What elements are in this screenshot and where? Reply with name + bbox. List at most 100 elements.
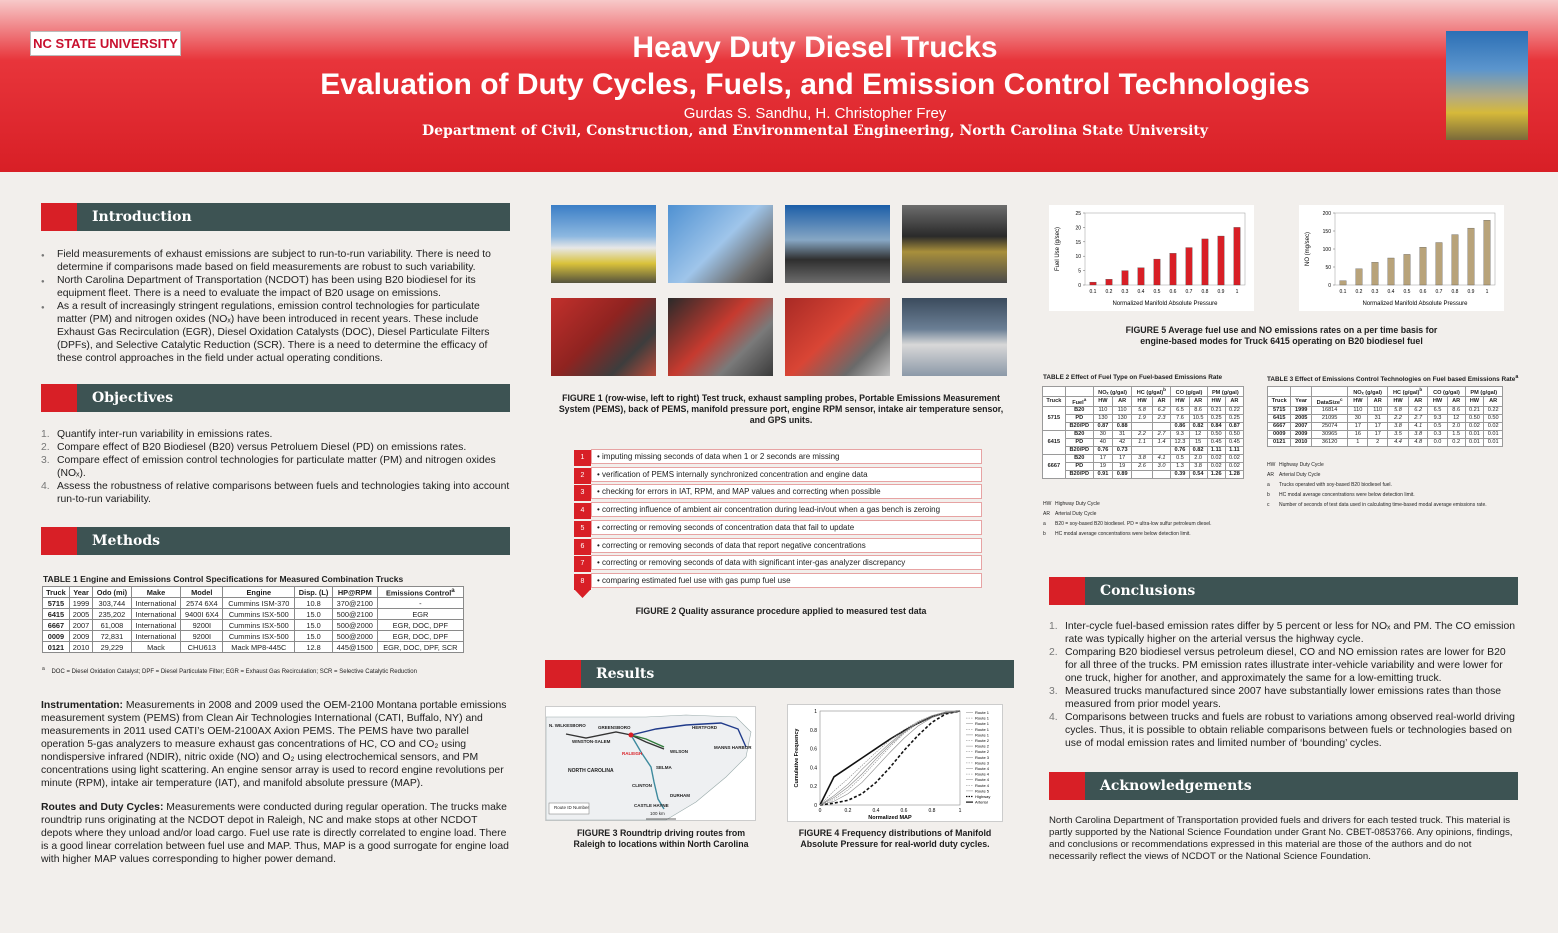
table-row: 6667 2007 61,008 International 9200I Cummins … <box>42 619 465 632</box>
table-group-header: HC (g/gal)b <box>1386 386 1429 397</box>
group-text: HC (g/gal) <box>1136 389 1164 396</box>
table-cell: 500@2000 <box>331 630 378 643</box>
table-cell: 2.6 <box>1131 461 1153 471</box>
table-cell: 5715 <box>1042 405 1066 431</box>
table-cell: 0.02 <box>1483 421 1503 431</box>
table-cell: 2.0 <box>1188 453 1208 463</box>
table-cell <box>1151 469 1172 479</box>
map-legend-box <box>548 802 590 815</box>
table-cell <box>1131 469 1153 479</box>
qa-step: • correcting or removing seconds of data… <box>591 537 982 553</box>
table-cell: 1.11 <box>1206 445 1226 455</box>
table3-title-text: TABLE 3 Effect of Emissions Control Tech… <box>1267 376 1516 384</box>
table-cell: PD <box>1064 413 1094 423</box>
instrumentation-label: Instrumentation: <box>41 700 123 711</box>
table-group-header: PM (g/gal) <box>1464 386 1504 397</box>
table-group-header: PM (g/gal) <box>1206 386 1245 397</box>
bar <box>1201 238 1209 286</box>
table-header-cell: AR <box>1224 395 1245 407</box>
table-cell: 17 <box>1112 453 1133 463</box>
table-cell: 0.76 <box>1092 445 1114 455</box>
series-line <box>819 710 961 806</box>
table-cell: 0.01 <box>1483 429 1503 439</box>
table-cell: 3.5 <box>1386 429 1410 439</box>
table-cell: 0.01 <box>1483 437 1503 447</box>
map-label: WINSTON-SALEM <box>572 739 611 744</box>
series-line <box>819 710 961 806</box>
bullet-icon: ● <box>41 279 45 285</box>
table-cell: Mack <box>130 641 182 654</box>
table-header-cell: HW <box>1206 395 1226 407</box>
qa-step-text: correcting or removing seconds of data t… <box>602 540 866 550</box>
map-label: NORTH CAROLINA <box>568 768 614 774</box>
table-header-cell: Year <box>68 585 94 599</box>
y-tick-label: 15 <box>1075 240 1081 246</box>
figure5-caption: FIGURE 5 Average fuel use and NO emissio… <box>1125 325 1438 346</box>
qa-step-number: 4 <box>574 503 591 520</box>
table-group-header: CO (g/gal) <box>1427 386 1466 397</box>
table-cell: 6.2 <box>1151 405 1172 415</box>
note-text: Arterial Duty Cycle <box>1055 511 1097 517</box>
table-header-cell: HW <box>1386 395 1410 407</box>
section-marker <box>545 660 581 688</box>
bar <box>1217 235 1225 286</box>
table-header-row: Truck Year DataSizec HW AR HW AR HW AR HW AR <box>1266 395 1503 407</box>
table-cell: 16814 <box>1310 405 1349 415</box>
bar <box>1403 254 1411 286</box>
list-item-text: Comparing B20 biodiesel versus petroleum… <box>1065 647 1506 684</box>
route-south <box>630 734 665 810</box>
legend-entry: Route 3 <box>975 760 990 765</box>
table-header-cell <box>1310 386 1349 397</box>
table-cell: 2 <box>1367 437 1388 447</box>
bar <box>1137 267 1145 286</box>
y-tick-label: 0.4 <box>810 765 817 771</box>
table-cell: 130 <box>1092 413 1114 423</box>
header-text: DataSize <box>1316 399 1340 406</box>
table-header-cell: Emissions Controla <box>376 585 465 599</box>
table-cell: 0.84 <box>1206 421 1226 431</box>
list-number: 1. <box>41 429 50 440</box>
table-cell: 2010 <box>68 641 94 654</box>
table3-title: TABLE 3 Effect of Emissions Control Tech… <box>1267 373 1518 384</box>
table2-title: TABLE 2 Effect of Fuel Type on Fuel-base… <box>1043 374 1223 381</box>
note-text: Arterial Duty Cycle <box>1279 472 1321 478</box>
list-item-text: Assess the robustness of relative compar… <box>57 481 510 505</box>
table-cell: 2.2 <box>1386 413 1410 423</box>
bar <box>1467 227 1475 286</box>
table-cell: 0.22 <box>1483 405 1503 415</box>
table-cell: 110 <box>1347 405 1369 415</box>
bar <box>1339 280 1347 286</box>
x-tick-label: 0.1 <box>1340 289 1347 295</box>
group-text: NOₓ (g/gal) <box>1098 389 1127 396</box>
table-row: B20/PD 0.76 0.73 0.76 0.82 1.11 1.11 <box>1043 445 1245 455</box>
legend-entry: Arterial <box>975 800 988 805</box>
table-cell: 1.4 <box>1151 437 1172 447</box>
x-tick-label: 1 <box>1486 289 1489 295</box>
list-item: ● As a result of increasingly stringent r… <box>41 300 510 365</box>
table-group-header: NOₓ (g/gal) <box>1347 386 1388 397</box>
conclusions-header: Conclusions <box>1049 577 1518 605</box>
table-cell: 21095 <box>1310 413 1349 423</box>
x-tick-label: 0.6 <box>901 808 908 814</box>
table-cell: B20/PD <box>1064 445 1094 455</box>
table-cell: 0121 <box>1266 437 1292 447</box>
y-tick-label: 10 <box>1075 254 1081 260</box>
table-note: b HC modal average concentrations were be… <box>1043 529 1258 539</box>
table-cell: 0121 <box>42 641 70 654</box>
table-cell: 15 <box>1188 437 1208 447</box>
table-row: 0121 2010 29,229 Mack CHU613 Mack MP8-445C 12.… <box>42 641 465 654</box>
nc-state-shape <box>545 714 752 821</box>
table-cell: 0.02 <box>1224 461 1245 471</box>
qa-step: • imputing missing seconds of data when … <box>591 449 982 464</box>
table-row: 6667 2007 25074 17 17 3.8 4.1 0.5 2.0 0.02 0.02 <box>1266 421 1503 431</box>
list-item: 2. Comparing B20 biodiesel versus petrole… <box>1049 646 1518 685</box>
list-number: 4. <box>41 481 50 492</box>
table-cell: 3.8 <box>1386 421 1410 431</box>
table-cell: 0.02 <box>1206 453 1226 463</box>
table-cell: 2009 <box>1290 429 1312 439</box>
table-cell: 6667 <box>1042 453 1066 479</box>
header-text: Year <box>1295 398 1308 405</box>
table-cell: 0.2 <box>1446 437 1466 447</box>
group-sup: b <box>1419 387 1423 392</box>
table-cell: 8.6 <box>1188 405 1208 415</box>
